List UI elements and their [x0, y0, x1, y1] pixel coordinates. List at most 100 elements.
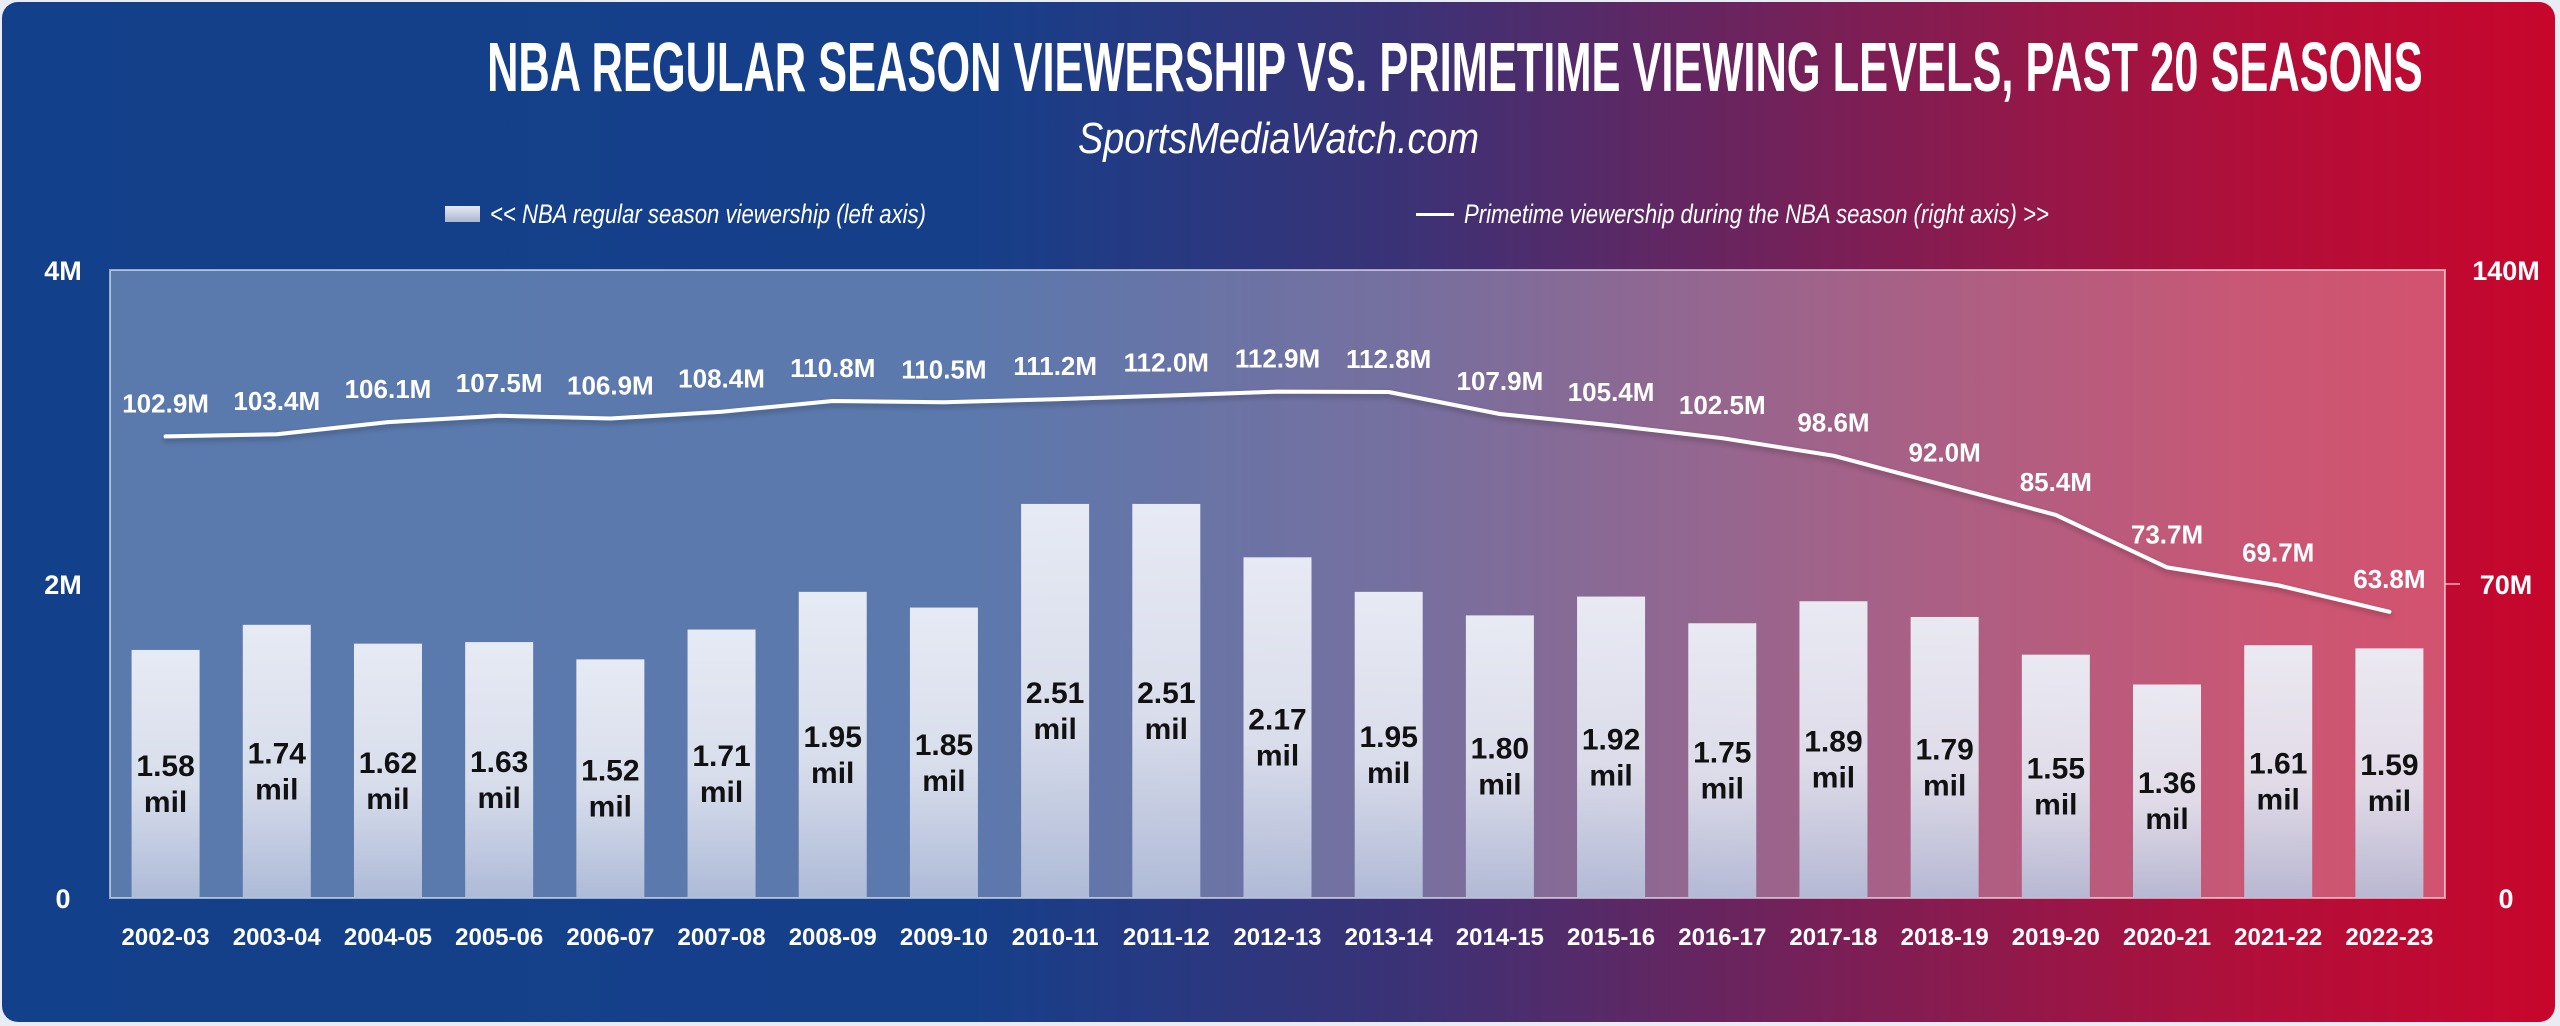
- bar-value-label: 1.52: [581, 755, 639, 788]
- bar-value-label: 1.89: [1804, 726, 1862, 759]
- line-value-label: 105.4M: [1568, 377, 1655, 407]
- x-axis-tick-label: 2007-08: [678, 924, 766, 951]
- x-axis-tick-label: 2017-18: [1789, 924, 1877, 951]
- line-value-label: 107.9M: [1457, 366, 1544, 396]
- line-value-label: 103.4M: [233, 386, 320, 416]
- bar-unit-label: mil: [1812, 762, 1855, 795]
- bar: [353, 643, 422, 898]
- bar: [576, 659, 645, 898]
- legend-item-line: Primetime viewership during the NBA seas…: [1416, 198, 2177, 230]
- bar-value-label: 2.17: [1248, 704, 1306, 737]
- x-axis-tick-label: 2009-10: [900, 924, 988, 951]
- bar: [2355, 648, 2424, 898]
- line-value-label: 111.2M: [1013, 351, 1097, 381]
- bar-value-label: 1.62: [359, 747, 417, 780]
- line-value-label: 112.0M: [1124, 348, 1209, 378]
- bar-unit-label: mil: [366, 783, 409, 816]
- legend-bar-swatch-icon: [445, 206, 480, 222]
- left-axis-tick-label: 0: [55, 884, 70, 914]
- bar-unit-label: mil: [2257, 784, 2300, 817]
- bar-value-label: 1.55: [2027, 752, 2085, 785]
- left-axis: 0 2M 4M: [44, 256, 82, 914]
- line-value-label: 102.5M: [1679, 390, 1766, 420]
- bar-unit-label: mil: [1367, 757, 1410, 790]
- x-axis-tick-label: 2018-19: [1901, 924, 1989, 951]
- legend-line-label: Primetime viewership during the NBA seas…: [1464, 198, 2049, 229]
- x-axis-tick-label: 2006-07: [566, 924, 654, 951]
- bar: [1465, 615, 1534, 898]
- bar-value-label: 1.74: [248, 737, 307, 770]
- bar-unit-label: mil: [144, 786, 187, 819]
- x-axis-tick-label: 2013-14: [1345, 924, 1434, 951]
- bar-unit-label: mil: [1145, 713, 1188, 746]
- bar-value-label: 1.71: [692, 740, 750, 773]
- bar: [1910, 616, 1979, 898]
- bar: [1021, 503, 1090, 898]
- bar-unit-label: mil: [811, 757, 854, 790]
- bar-unit-label: mil: [1923, 769, 1966, 802]
- right-axis-tick-label: 0: [2498, 884, 2513, 914]
- x-axis-tick-label: 2003-04: [233, 924, 322, 951]
- bar-unit-label: mil: [1478, 769, 1521, 802]
- bar-value-label: 1.85: [915, 729, 973, 762]
- bar-value-label: 1.36: [2138, 767, 2196, 800]
- line-value-label: 92.0M: [1909, 437, 1981, 467]
- x-axis-tick-label: 2020-21: [2123, 924, 2211, 951]
- line-labels: 102.9M 103.4M 106.1M 107.5M 106.9M 108.4M 110.…: [122, 344, 2426, 612]
- line-value-label: 73.7M: [2131, 519, 2203, 549]
- bar-value-label: 1.63: [470, 746, 528, 779]
- bar: [131, 649, 200, 898]
- bar-value-label: 1.61: [2249, 748, 2307, 781]
- x-axis-tick-label: 2016-17: [1678, 924, 1766, 951]
- bar-unit-label: mil: [589, 791, 632, 824]
- line-value-label: 63.8M: [2353, 564, 2425, 594]
- right-axis: 0 70M 140M: [2472, 256, 2540, 914]
- x-axis: 2002-03 2003-04 2004-05 2005-06 2006-07 2007-…: [122, 924, 2434, 951]
- bar-value-label: 1.80: [1471, 733, 1529, 766]
- line-value-label: 102.9M: [122, 388, 209, 418]
- bar: [798, 591, 867, 898]
- line-value-label: 110.5M: [901, 354, 986, 384]
- x-axis-tick-label: 2005-06: [455, 924, 543, 951]
- chart-subtitle: SportsMediaWatch.com: [1077, 114, 1479, 163]
- left-axis-tick-label: 2M: [44, 570, 82, 600]
- bar: [2021, 654, 2090, 898]
- bar-value-label: 1.58: [136, 750, 194, 783]
- bar: [242, 624, 311, 898]
- bar-unit-label: mil: [2145, 803, 2188, 836]
- x-axis-tick-label: 2022-23: [2345, 924, 2433, 951]
- bar: [465, 642, 534, 898]
- bar-unit-label: mil: [700, 776, 743, 809]
- line-value-label: 106.9M: [567, 370, 654, 400]
- legend-line-swatch-icon: [1416, 212, 1454, 216]
- line-value-label: 112.9M: [1235, 344, 1320, 374]
- bar: [1132, 503, 1201, 898]
- bar-value-label: 1.75: [1693, 737, 1751, 770]
- x-axis-tick-label: 2004-05: [344, 924, 432, 951]
- x-axis-tick-label: 2014-15: [1456, 924, 1544, 951]
- bar-unit-label: mil: [1256, 740, 1299, 773]
- bar-unit-label: mil: [1033, 713, 1076, 746]
- right-axis-tick-label: 70M: [2480, 570, 2533, 600]
- bar: [1577, 596, 1646, 898]
- bar-unit-label: mil: [255, 773, 298, 806]
- bar-value-label: 1.92: [1582, 723, 1640, 756]
- x-axis-tick-label: 2015-16: [1567, 924, 1655, 951]
- x-axis-tick-label: 2011-12: [1123, 924, 1210, 951]
- x-axis-tick-label: 2010-11: [1012, 924, 1099, 951]
- x-axis-tick-label: 2008-09: [789, 924, 877, 951]
- x-axis-tick-label: 2021-22: [2234, 924, 2322, 951]
- bar: [687, 629, 756, 898]
- right-axis-tick-label: 140M: [2472, 256, 2540, 286]
- bar: [909, 607, 978, 898]
- line-value-label: 112.8M: [1346, 344, 1431, 374]
- left-axis-tick-label: 4M: [44, 256, 82, 286]
- bar-value-label: 2.51: [1137, 677, 1195, 710]
- bar: [2133, 684, 2202, 898]
- x-axis-tick-label: 2019-20: [2012, 924, 2100, 951]
- line-value-label: 98.6M: [1797, 408, 1869, 438]
- bar-labels: 1.58mil1.74mil1.62mil1.63mil1.52mil1.71m…: [136, 677, 2418, 836]
- line-value-label: 85.4M: [2020, 467, 2092, 497]
- line-value-label: 107.5M: [456, 368, 543, 398]
